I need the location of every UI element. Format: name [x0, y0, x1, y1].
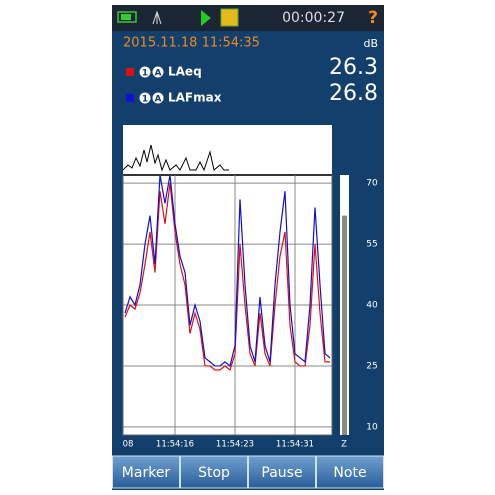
- reading-value: 26.3: [329, 55, 378, 80]
- button[interactable]: [180, 455, 248, 489]
- button-label[interactable]: Note: [333, 465, 366, 481]
- reading-name: LAFmax: [168, 91, 222, 105]
- button[interactable]: [316, 455, 384, 489]
- y-tick-label: 70: [366, 179, 378, 189]
- record-icon: [220, 8, 239, 27]
- weighting-badge: [152, 92, 164, 104]
- x-tick-label: 11:54:16: [156, 440, 194, 450]
- series-line: [124, 174, 331, 368]
- x-tick-label: 08: [123, 440, 134, 450]
- channel-badge: [139, 92, 151, 104]
- button-label[interactable]: Pause: [261, 465, 302, 481]
- y-tick-label: 40: [366, 301, 378, 311]
- channel: 1: [142, 69, 148, 79]
- series-line: [124, 183, 330, 372]
- weighting: A: [155, 95, 162, 105]
- button-label[interactable]: Stop: [198, 465, 230, 481]
- legend-swatch: [126, 68, 134, 76]
- y-tick-label: 55: [366, 240, 377, 250]
- x-tick-label: 11:54:23: [216, 440, 254, 450]
- reading-name: LAeq: [168, 65, 202, 79]
- plot-frame: [122, 174, 333, 436]
- battery-icon: [117, 11, 137, 23]
- y-tick-label: 25: [366, 361, 377, 371]
- overview-trace: [122, 144, 229, 172]
- button[interactable]: [248, 455, 316, 489]
- weighting: A: [155, 69, 162, 79]
- unit: dB: [363, 37, 378, 50]
- timer: 00:00:27: [282, 10, 345, 26]
- weighting-badge: [152, 66, 164, 78]
- button-label[interactable]: Marker: [122, 465, 171, 481]
- level-bar: [342, 215, 347, 435]
- level-label: Z: [341, 440, 347, 450]
- play-icon: [201, 10, 211, 26]
- help[interactable]: ?: [368, 8, 378, 28]
- x-tick-label: 11:54:31: [276, 440, 314, 450]
- channel-badge: [139, 66, 151, 78]
- channel: 1: [142, 95, 148, 105]
- legend-swatch: [126, 94, 134, 102]
- antenna-icon: [152, 10, 162, 25]
- overview-panel: [123, 125, 332, 175]
- battery-level: [121, 14, 131, 20]
- reading-value: 26.8: [329, 81, 378, 106]
- date: 2015.11.18 11:54:35: [123, 36, 260, 51]
- y-tick-label: 10: [366, 422, 378, 432]
- button[interactable]: [112, 455, 180, 489]
